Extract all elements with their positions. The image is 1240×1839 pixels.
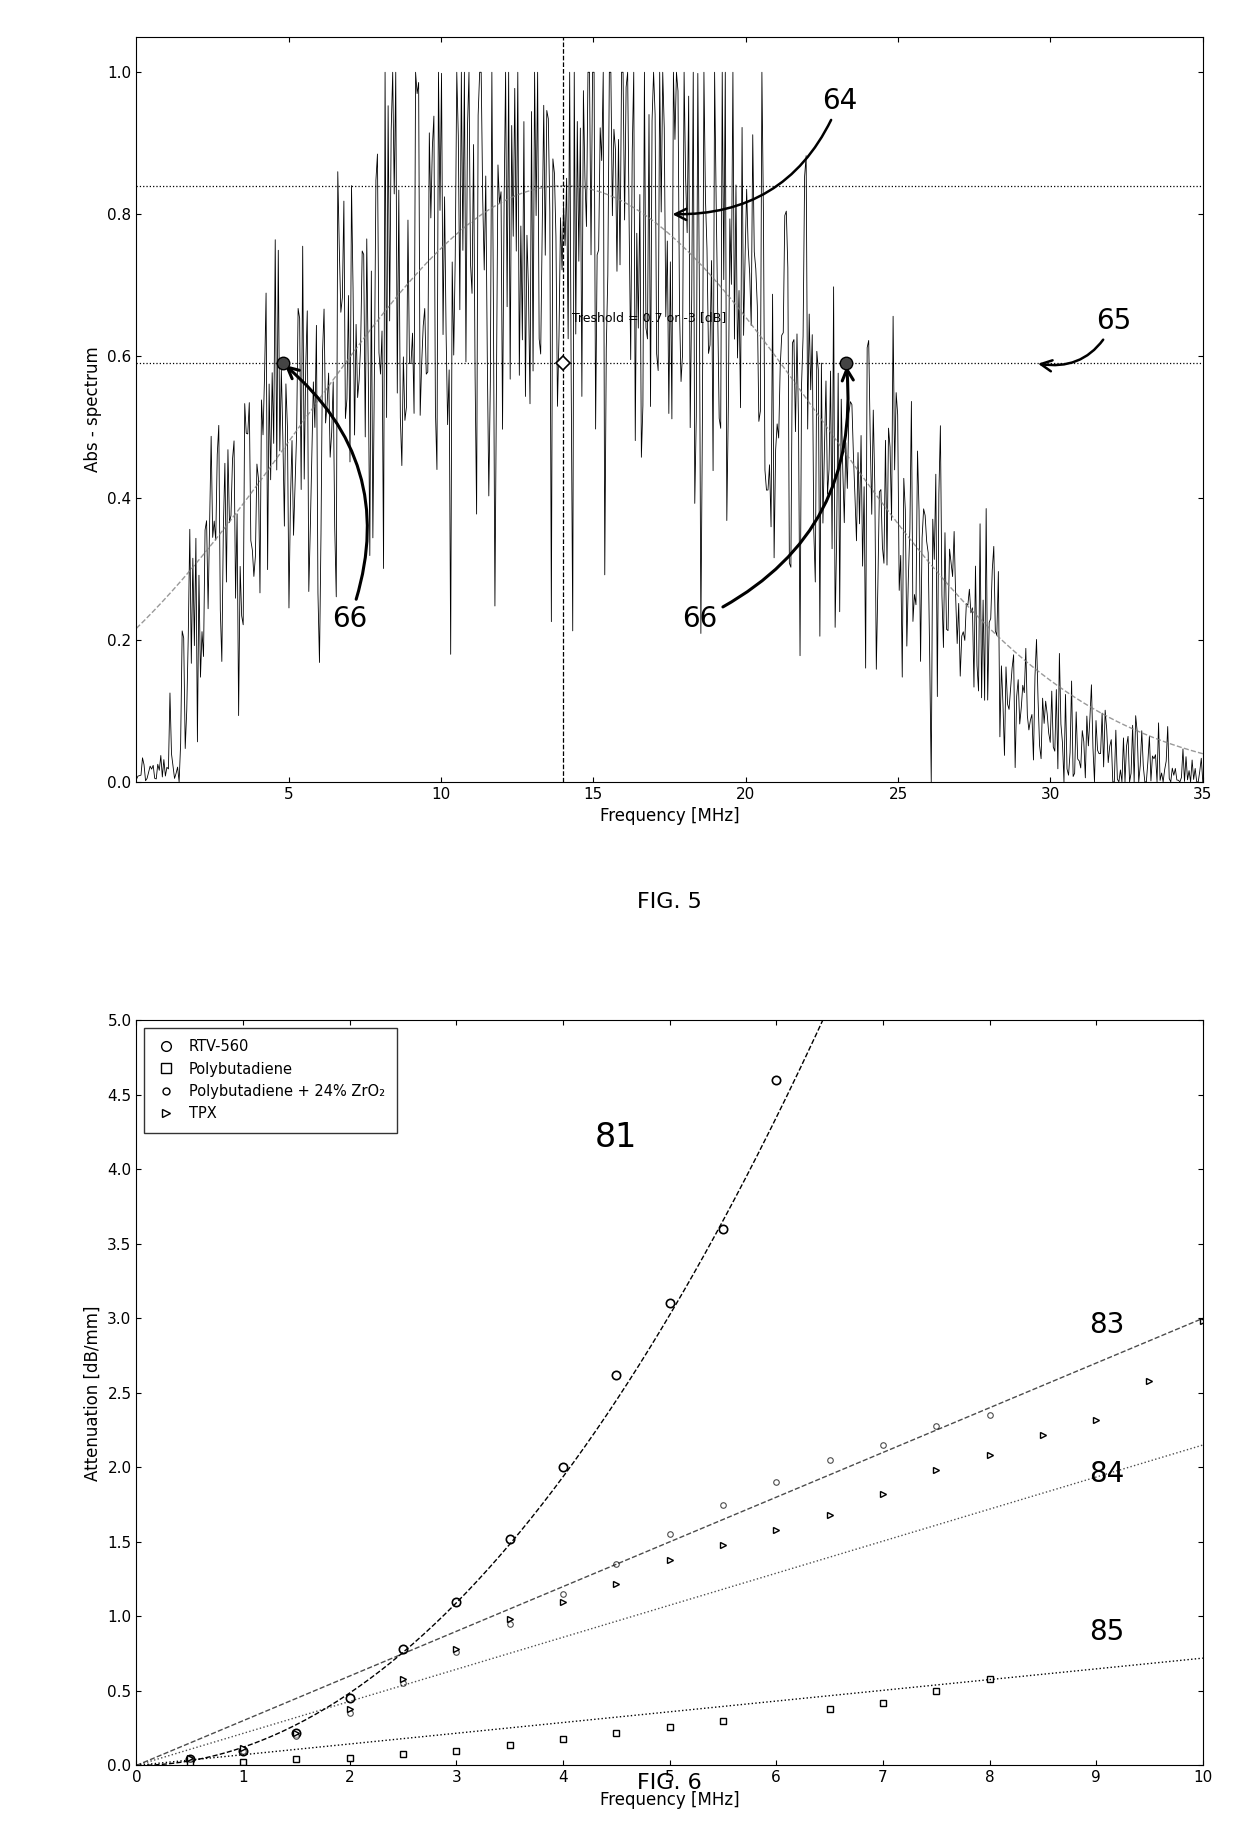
Text: 85: 85 bbox=[1089, 1618, 1125, 1646]
Y-axis label: Attenuation [dB/mm]: Attenuation [dB/mm] bbox=[84, 1306, 102, 1480]
Text: 83: 83 bbox=[1089, 1311, 1125, 1339]
Text: 66: 66 bbox=[288, 368, 367, 633]
Text: 84: 84 bbox=[1089, 1460, 1125, 1488]
X-axis label: Frequency [MHz]: Frequency [MHz] bbox=[600, 807, 739, 826]
Text: 81: 81 bbox=[595, 1122, 637, 1155]
Text: FIG. 5: FIG. 5 bbox=[637, 892, 702, 912]
X-axis label: Frequency [MHz]: Frequency [MHz] bbox=[600, 1791, 739, 1810]
Y-axis label: Abs - spectrum: Abs - spectrum bbox=[84, 346, 102, 473]
Text: 65: 65 bbox=[1040, 307, 1131, 371]
Text: 66: 66 bbox=[682, 370, 853, 633]
Text: Treshold = 0.7 or -3 [dB]: Treshold = 0.7 or -3 [dB] bbox=[572, 311, 727, 324]
Legend: RTV-560, Polybutadiene, Polybutadiene + 24% ZrO₂, TPX: RTV-560, Polybutadiene, Polybutadiene + … bbox=[144, 1028, 397, 1133]
Text: FIG. 6: FIG. 6 bbox=[637, 1773, 702, 1793]
Text: 64: 64 bbox=[675, 86, 857, 221]
